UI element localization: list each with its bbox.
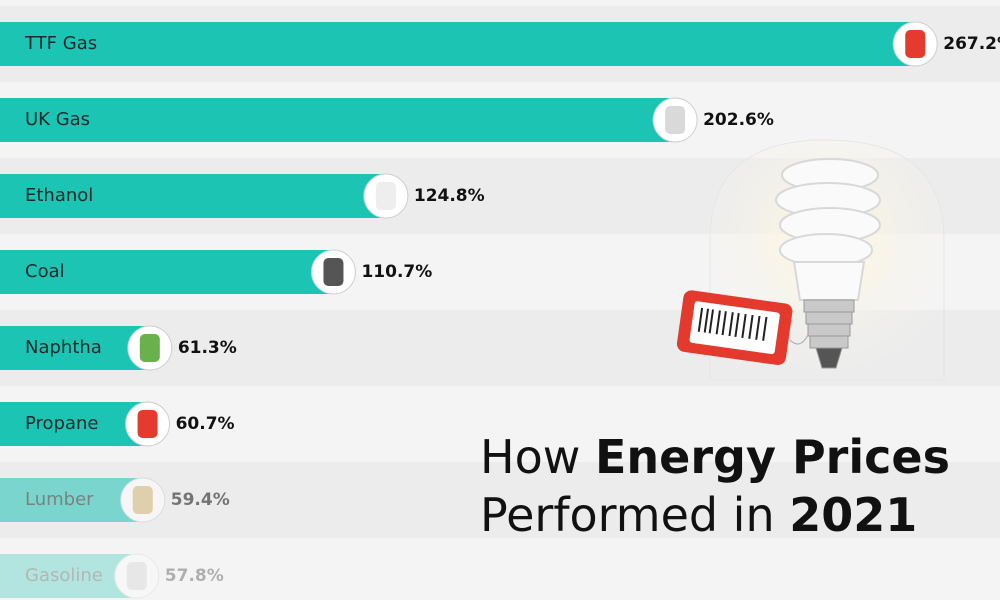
bar (0, 22, 916, 66)
icon-circle (114, 553, 160, 599)
bar-row: Propane 60.7% (0, 401, 235, 447)
category-label: UK Gas (25, 109, 90, 130)
value-label: 110.7% (361, 262, 432, 282)
icon (905, 30, 926, 58)
title-run: 2021 (789, 488, 917, 542)
row-stripe (0, 462, 1000, 538)
icon (665, 106, 686, 134)
chart-title: How Energy Prices Performed in 2021 (480, 430, 950, 542)
title-run: Energy Prices (595, 430, 950, 484)
bar (0, 98, 676, 142)
icon (139, 334, 160, 362)
bar-row: Lumber 59.4% (0, 477, 230, 523)
category-label: Coal (25, 261, 65, 282)
bar (0, 326, 150, 370)
title-run: How (480, 430, 595, 484)
bar-row: Ethanol 124.8% (0, 173, 485, 219)
category-label: Propane (25, 413, 99, 434)
bar (0, 402, 148, 446)
bar-row: Gasoline 57.8% (0, 553, 224, 599)
bar (0, 478, 143, 522)
category-label: TTF Gas (24, 33, 97, 54)
bar (0, 174, 386, 218)
icon (132, 486, 153, 514)
title-run: Performed in (480, 488, 789, 542)
value-label: 57.8% (165, 566, 224, 586)
bar-row: Naphtha 61.3% (0, 325, 237, 371)
bar-row: UK Gas 202.6% (0, 97, 774, 143)
value-label: 124.8% (414, 186, 485, 206)
category-label: Gasoline (25, 565, 103, 586)
value-label: 202.6% (703, 110, 774, 130)
illustration (676, 139, 945, 381)
value-label: 267.2% (943, 34, 1000, 54)
bar-row: TTF Gas 267.2% (0, 21, 1000, 67)
icon (137, 410, 158, 438)
bar-row: Coal 110.7% (0, 249, 432, 295)
category-label: Lumber (25, 489, 94, 510)
row-stripe (0, 538, 1000, 600)
category-label: Naphtha (25, 337, 102, 358)
icon (375, 182, 396, 210)
bar (0, 554, 137, 598)
icon (126, 562, 147, 590)
value-label: 61.3% (178, 338, 237, 358)
bar (0, 250, 334, 294)
value-label: 59.4% (171, 490, 230, 510)
category-label: Ethanol (25, 185, 93, 206)
icon (323, 258, 344, 286)
value-label: 60.7% (176, 414, 235, 434)
